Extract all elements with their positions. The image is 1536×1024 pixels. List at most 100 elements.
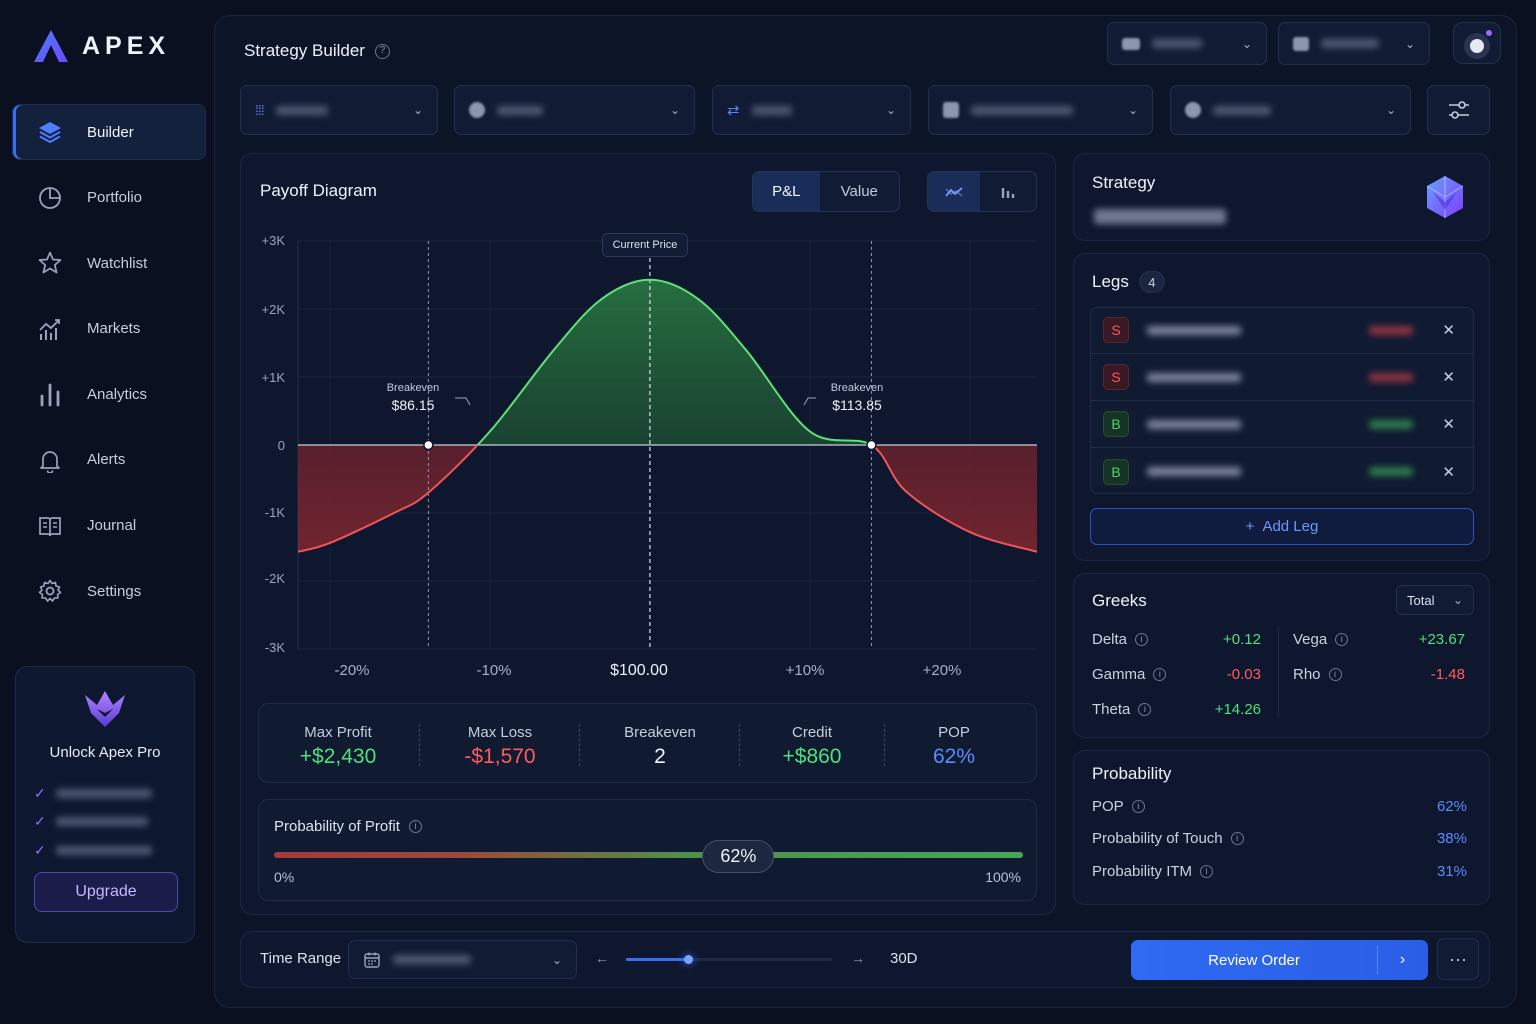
stat-value: +$860 [782, 745, 842, 768]
tab-value[interactable]: Value [840, 183, 878, 200]
sidebar-item-alerts[interactable]: Alerts [12, 432, 206, 488]
sidebar-item-builder[interactable]: Builder [12, 104, 206, 160]
add-leg-button[interactable]: + Add Leg [1090, 508, 1474, 545]
bar-chart-toggle[interactable] [980, 172, 1036, 211]
info-icon[interactable]: i [1138, 703, 1152, 716]
leg-row[interactable]: S ✕ [1091, 307, 1473, 354]
remove-leg-icon[interactable]: ✕ [1442, 463, 1455, 481]
filter-dropdown-strategy-type[interactable]: ⇄ ⌄ [712, 85, 911, 135]
trend-chart-icon [39, 318, 60, 340]
filter-dropdown-symbol[interactable]: ⌄ [454, 85, 695, 135]
greeks-scope-value: Total [1407, 592, 1435, 608]
filter-dropdown-grid[interactable]: ⁞⁞⁞ ⌄ [240, 85, 438, 135]
sidebar-item-label: Journal [87, 517, 137, 535]
plus-icon: + [1245, 518, 1255, 535]
strategy-name-redacted [1094, 209, 1226, 224]
stat-value: 62% [932, 745, 976, 768]
leg-price-redacted [1369, 467, 1413, 476]
greek-name: Delta [1092, 631, 1128, 648]
filter-settings-button[interactable] [1427, 85, 1490, 135]
leg-row[interactable]: S ✕ [1091, 354, 1473, 401]
sidebar-item-label: Settings [87, 582, 142, 600]
sidebar-item-settings[interactable]: Settings [12, 563, 206, 619]
profit-line [476, 278, 874, 445]
leg-contract-redacted [1147, 325, 1241, 335]
user-avatar[interactable] [1453, 22, 1501, 64]
tab-pnl[interactable]: P&L [753, 172, 820, 211]
probability-card [1073, 750, 1490, 905]
leg-row[interactable]: B ✕ [1091, 448, 1473, 495]
dropdown-value-redacted [497, 105, 543, 115]
pro-upsell-card: Unlock Apex Pro ✓ ✓ ✓ Upgrade [15, 666, 195, 943]
x-tick-label: +20% [922, 662, 962, 679]
info-icon[interactable]: i [408, 820, 422, 833]
sidebar-item-journal[interactable]: Journal [12, 498, 206, 554]
strategy-cube-icon [1426, 176, 1464, 218]
sidebar-nav: Builder Portfolio Watchlist Markets Anal… [12, 104, 206, 629]
stat-pop: POP 62% [933, 704, 975, 784]
legs-count-badge: 4 [1138, 271, 1165, 293]
pop-progress-knob[interactable]: 62% [702, 840, 775, 873]
line-chart-icon [945, 186, 963, 197]
pop-title-row: Probability of Profit i [274, 818, 422, 835]
y-tick-label: +1K [261, 370, 286, 385]
chart-markers [423, 397, 877, 451]
upgrade-button[interactable]: Upgrade [34, 872, 178, 912]
layers-icon [39, 122, 61, 144]
line-chart-toggle[interactable] [928, 172, 980, 211]
greek-rho-value: -1.48 [1430, 666, 1465, 683]
sidebar-item-label: Builder [87, 123, 134, 141]
review-order-button[interactable]: Review Order › [1131, 940, 1428, 980]
stat-label: Max Loss [467, 724, 533, 741]
chart-type-toggle [927, 171, 1037, 212]
leg-price-redacted [1369, 325, 1413, 335]
breakeven-leader [455, 397, 471, 406]
sidebar-item-portfolio[interactable]: Portfolio [12, 170, 206, 226]
brand-logo[interactable]: APEX [32, 28, 170, 64]
list-item: ✓ [34, 808, 194, 837]
y-tick-label: -3K [264, 640, 285, 655]
time-slider-thumb[interactable] [683, 955, 693, 964]
chevron-down-icon: ⌄ [669, 103, 680, 117]
leg-row[interactable]: B ✕ [1091, 401, 1473, 448]
sidebar-item-watchlist[interactable]: Watchlist [12, 235, 206, 291]
current-price-label: Current Price [602, 233, 688, 257]
arrow-right-icon[interactable]: → [851, 950, 865, 966]
sidebar-item-markets[interactable]: Markets [12, 301, 206, 357]
info-icon[interactable]: i [1328, 668, 1342, 681]
time-slider-track[interactable] [626, 955, 832, 964]
greek-delta-label: Delta i [1092, 631, 1149, 648]
account-dropdown[interactable]: ⌄ [1107, 22, 1267, 65]
sidebar-item-analytics[interactable]: Analytics [12, 366, 206, 422]
feature-text-redacted [55, 788, 152, 798]
info-icon[interactable]: i [1153, 668, 1167, 681]
time-range-dropdown[interactable]: ⌄ [348, 940, 577, 979]
stat-value: +$2,430 [299, 745, 377, 768]
help-icon[interactable]: ? [374, 43, 390, 59]
strategy-card: Strategy [1073, 153, 1490, 241]
remove-leg-icon[interactable]: ✕ [1442, 369, 1455, 386]
info-icon[interactable]: i [1200, 865, 1214, 878]
date-range-redacted [393, 955, 471, 964]
workspace-dropdown[interactable]: ⌄ [1278, 22, 1430, 65]
info-icon[interactable]: i [1335, 633, 1349, 646]
remove-leg-icon[interactable]: ✕ [1442, 416, 1455, 433]
arrow-left-icon[interactable]: ← [595, 950, 609, 966]
info-icon[interactable]: i [1230, 832, 1244, 845]
remove-leg-icon[interactable]: ✕ [1442, 322, 1455, 339]
avatar-image [1470, 39, 1484, 53]
more-options-button[interactable]: ··· [1437, 938, 1479, 980]
info-icon[interactable]: i [1135, 633, 1149, 646]
y-tick-label: 0 [277, 438, 285, 453]
filter-dropdown-preset[interactable]: ⌄ [1170, 85, 1411, 135]
stat-credit: Credit +$860 [783, 704, 842, 784]
dropdown-value-redacted [275, 105, 328, 115]
bar-chart-icon [1001, 187, 1015, 198]
greeks-scope-dropdown[interactable]: Total ⌄ [1396, 585, 1474, 615]
filter-dropdown-expiration[interactable]: ⌄ [928, 85, 1153, 135]
loss-line [298, 445, 1037, 553]
info-icon[interactable]: i [1131, 800, 1145, 813]
greek-name: Vega [1293, 631, 1328, 648]
brand-name: APEX [82, 31, 171, 60]
